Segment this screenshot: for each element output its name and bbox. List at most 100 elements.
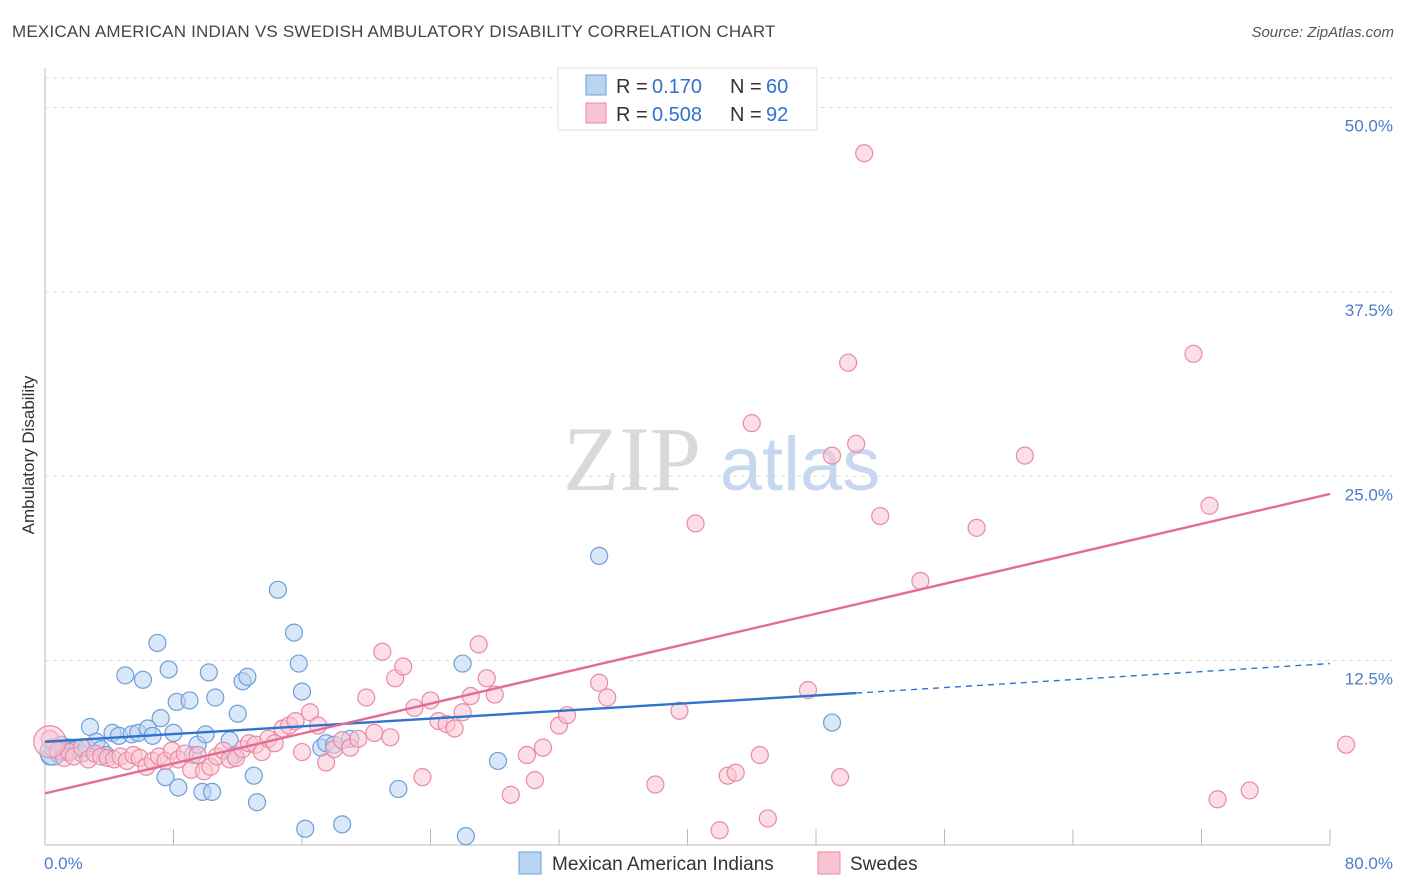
scatter-point [268, 580, 288, 599]
scatter-point [456, 827, 475, 846]
scatter-point [750, 745, 769, 765]
scatter-point [1200, 496, 1219, 515]
legend-n-label: N = [730, 104, 762, 126]
scatter-point [373, 642, 392, 661]
scatter-point [151, 709, 170, 728]
scatter-point [333, 815, 352, 834]
scatter-point [1184, 344, 1203, 363]
x-tick-label: 80.0% [1345, 854, 1393, 873]
scatter-point [798, 681, 818, 700]
tick-labels: 12.5% 25.0% 37.5% 50.0% 0.0% 80.0% [44, 117, 1393, 874]
legend-top: R = 0.170 N = 60 R = 0.508 N = 92 [557, 67, 818, 131]
legend-bottom-swatch-blue [518, 851, 542, 875]
scatter-point [292, 742, 312, 762]
scatter-point [598, 688, 617, 707]
scatter-point [228, 704, 247, 723]
scatter-point [381, 728, 400, 747]
legend-r-value-pink: 0.508 [652, 104, 702, 126]
scatter-point [847, 434, 866, 453]
scatter-point [726, 763, 745, 782]
scatter-point [686, 514, 705, 533]
scatter-point [477, 669, 496, 688]
series-swedes [33, 144, 1356, 840]
scatter-point [413, 768, 432, 787]
axes [44, 68, 1331, 846]
scatter-point [488, 751, 508, 771]
trend-line-blue [44, 691, 857, 743]
y-tick-label: 25.0% [1345, 485, 1393, 504]
legend-bottom: Mexican American Indians Swedes [518, 851, 918, 875]
legend-r-label: R = [616, 76, 648, 98]
y-tick-label: 37.5% [1345, 301, 1393, 320]
legend-r-value-blue: 0.170 [652, 76, 702, 98]
scatter-point [196, 725, 215, 744]
scatter-point [133, 670, 153, 689]
trend-lines [44, 492, 1331, 795]
scatter-point [469, 635, 488, 654]
legend-bottom-label-blue: Mexican American Indians [552, 854, 774, 875]
legend-n-label: N = [730, 76, 762, 98]
scatter-point [289, 654, 308, 673]
scatter-point [206, 688, 225, 707]
scatter-point [199, 663, 218, 682]
scatter-point [501, 785, 520, 804]
legend-bottom-label-pink: Swedes [850, 854, 918, 875]
scatter-point [646, 775, 665, 794]
scatter-point [116, 666, 135, 685]
scatter-point [1208, 790, 1227, 809]
watermark-zip: ZIP [563, 408, 701, 510]
legend-swatch-pink [585, 102, 607, 124]
scatter-point [525, 770, 545, 790]
y-tick-label: 12.5% [1345, 670, 1393, 689]
scatter-point [517, 745, 536, 765]
scatter-point [670, 701, 689, 720]
scatter-point [300, 703, 320, 722]
scatter-point [238, 667, 257, 686]
scatter-point [148, 633, 167, 653]
x-tick-label: 0.0% [44, 854, 83, 873]
scatter-point [533, 738, 553, 757]
scatter-point [316, 753, 336, 772]
scatter-point [169, 778, 188, 797]
scatter-point [1240, 781, 1259, 800]
trend-line-pink [44, 492, 1331, 795]
scatter-point [202, 782, 222, 802]
scatter-point [822, 446, 842, 465]
scatter-point [710, 821, 729, 840]
scatter-point [830, 768, 850, 787]
scatter-point [967, 518, 986, 537]
scatter-point [296, 819, 315, 838]
scatter-point [159, 660, 178, 679]
legend-n-value-blue: 60 [766, 76, 788, 98]
scatter-point [349, 729, 368, 748]
y-axis-label: Ambulatory Disability [19, 375, 38, 534]
legend-swatch-blue [585, 74, 607, 96]
scatter-point [742, 414, 761, 433]
scatter-point [445, 719, 464, 738]
scatter-point [1336, 735, 1356, 754]
y-tick-label: 50.0% [1345, 117, 1393, 136]
scatter-point [284, 623, 304, 642]
scatter-point [871, 506, 890, 526]
scatter-point [365, 723, 384, 743]
legend-n-value-pink: 92 [766, 104, 788, 126]
scatter-point [590, 546, 609, 566]
series-mexican-american-indians [39, 546, 842, 846]
scatter-point [180, 691, 199, 710]
chart-source: Source: ZipAtlas.com [1251, 24, 1394, 41]
scatter-point [421, 691, 440, 710]
legend-r-label: R = [616, 104, 648, 126]
scatter-point [758, 809, 777, 828]
scatter-point [822, 713, 842, 732]
scatter-point [590, 673, 609, 692]
scatter-point [1015, 446, 1034, 465]
scatter-point [357, 688, 376, 707]
scatter-point [453, 654, 472, 673]
scatter-point [247, 793, 267, 812]
scatter-point [839, 353, 858, 372]
scatter-point [394, 657, 413, 676]
scatter-point [389, 779, 408, 799]
grid-lines [45, 77, 1392, 662]
trend-line-blue-extension [856, 662, 1331, 694]
